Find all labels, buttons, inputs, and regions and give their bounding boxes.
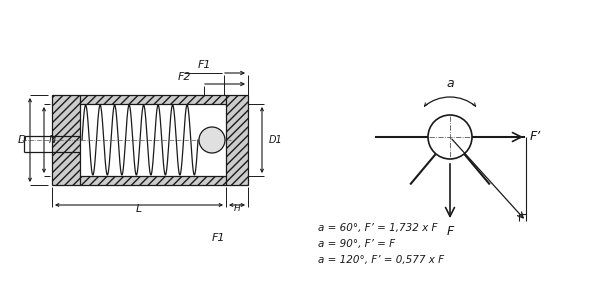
Circle shape xyxy=(428,115,472,159)
Text: H: H xyxy=(233,204,241,213)
Text: F2: F2 xyxy=(177,72,191,82)
Text: a = 120°, F’ = 0,577 x F: a = 120°, F’ = 0,577 x F xyxy=(318,255,444,265)
Text: F’: F’ xyxy=(530,131,541,144)
Text: D: D xyxy=(17,135,26,145)
Text: a: a xyxy=(446,77,454,90)
Text: F1: F1 xyxy=(211,233,225,243)
Circle shape xyxy=(199,127,225,153)
Text: F1: F1 xyxy=(197,60,211,70)
Text: a = 60°, F’ = 1,732 x F: a = 60°, F’ = 1,732 x F xyxy=(318,223,437,233)
Text: D1: D1 xyxy=(269,135,283,145)
Bar xyxy=(80,176,226,185)
Bar xyxy=(80,104,226,176)
Text: N: N xyxy=(49,135,56,145)
Bar xyxy=(80,95,226,104)
Bar xyxy=(226,95,248,185)
Bar xyxy=(80,95,226,104)
Bar xyxy=(226,95,248,185)
Text: a = 90°, F’ = F: a = 90°, F’ = F xyxy=(318,239,395,249)
Text: F: F xyxy=(446,225,454,238)
Bar xyxy=(80,176,226,185)
Text: L: L xyxy=(136,204,142,214)
Bar xyxy=(52,95,80,185)
Bar xyxy=(52,95,80,185)
